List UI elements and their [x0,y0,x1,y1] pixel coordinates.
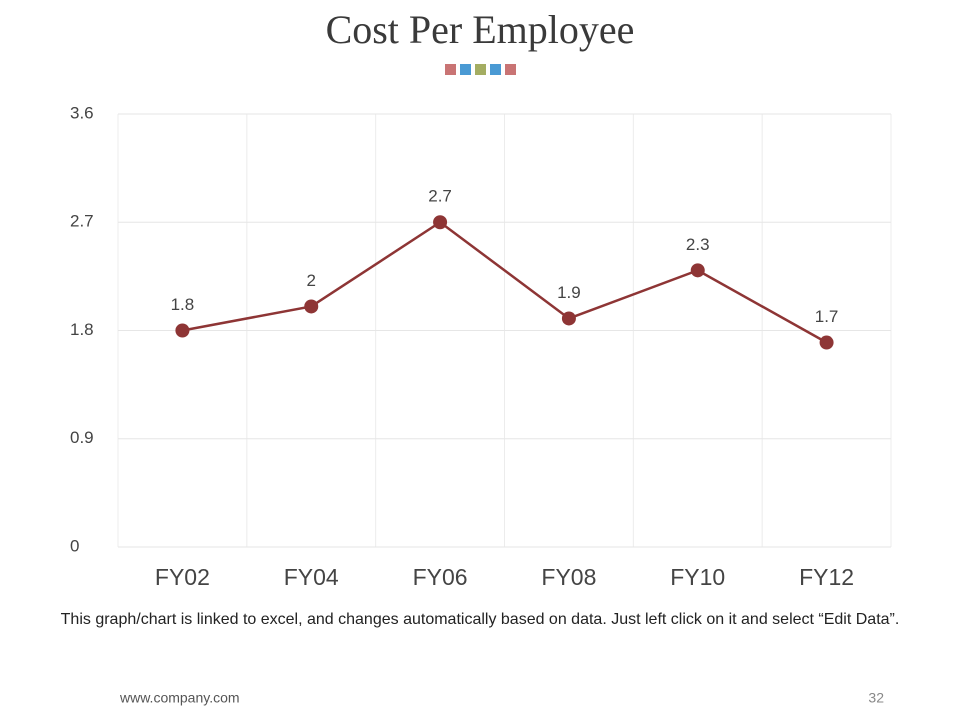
y-tick-label: 0 [70,536,79,555]
title-decoration [445,64,516,75]
data-label: 1.8 [171,295,195,314]
y-tick-label: 3.6 [70,103,94,122]
footer-website: www.company.com [119,690,240,706]
data-label: 2.7 [428,187,452,206]
data-label: 2.3 [686,235,710,254]
caption: This graph/chart is linked to excel, and… [60,611,900,628]
marker [819,335,834,350]
data-label: 1.9 [557,283,581,302]
x-tick-label: FY08 [541,564,596,590]
marker [561,311,576,326]
marker [304,299,319,314]
data-label: 1.7 [815,307,839,326]
y-tick-label: 1.8 [70,320,94,339]
x-tick-label: FY06 [413,564,468,590]
marker [175,323,190,338]
chart-title: Cost Per Employee [326,7,635,52]
y-tick-label: 0.9 [70,428,94,447]
data-label: 2 [307,271,316,290]
line [182,220,828,344]
x-tick-label: FY04 [284,564,339,590]
x-tick-label: FY12 [799,564,854,590]
y-tick-label: 2.7 [70,212,94,231]
page-number: 32 [868,690,884,706]
marker [433,215,448,230]
marker [690,263,705,278]
x-tick-label: FY02 [155,564,210,590]
x-tick-label: FY10 [670,564,725,590]
